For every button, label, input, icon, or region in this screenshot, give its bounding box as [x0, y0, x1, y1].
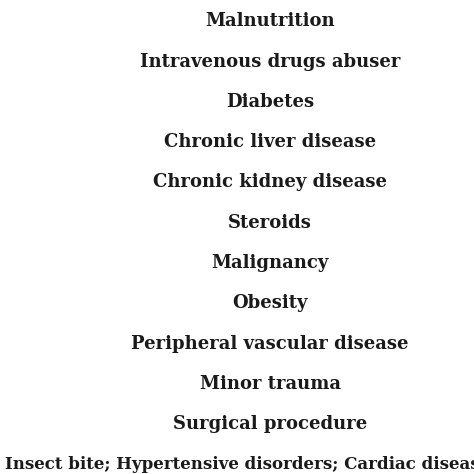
Text: Malnutrition: Malnutrition — [205, 12, 335, 30]
Text: Steroids: Steroids — [228, 214, 312, 232]
Text: Peripheral vascular disease: Peripheral vascular disease — [131, 335, 409, 353]
Text: Minor trauma: Minor trauma — [200, 375, 341, 393]
Text: Diabetes: Diabetes — [226, 93, 314, 111]
Text: Intravenous drugs abuser: Intravenous drugs abuser — [140, 53, 401, 71]
Text: Chronic kidney disease: Chronic kidney disease — [153, 173, 387, 191]
Text: Malignancy: Malignancy — [211, 254, 329, 272]
Text: Insect bite; Hypertensive disorders; Cardiac diseases;: Insect bite; Hypertensive disorders; Car… — [5, 456, 474, 473]
Text: Obesity: Obesity — [232, 294, 308, 312]
Text: Surgical procedure: Surgical procedure — [173, 415, 367, 433]
Text: Chronic liver disease: Chronic liver disease — [164, 133, 376, 151]
